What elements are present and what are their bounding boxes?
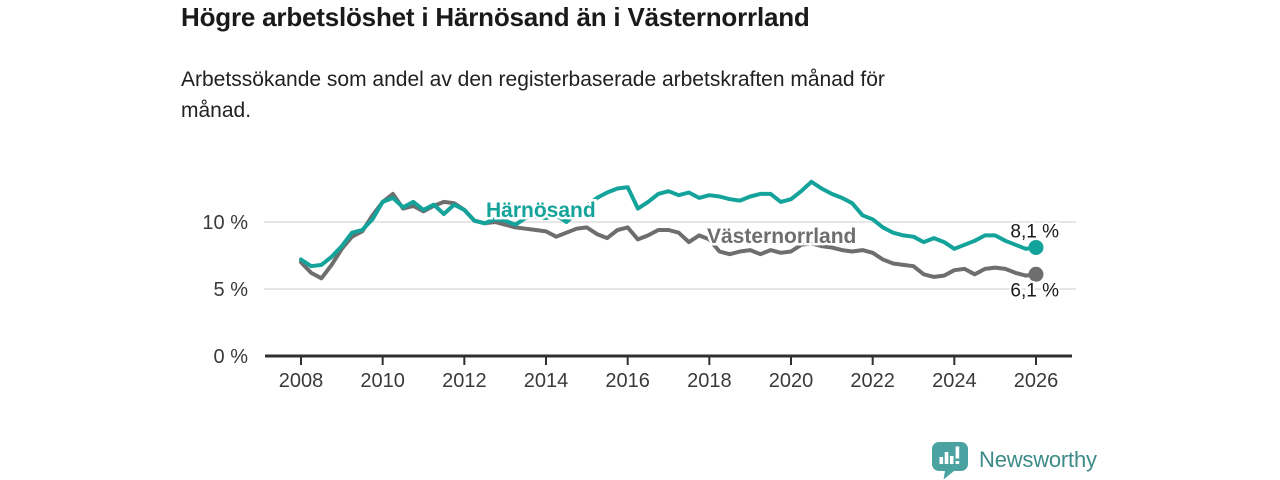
y-tick-label: 5 % — [214, 279, 249, 301]
x-tick-label: 2016 — [605, 370, 650, 392]
x-tick-label: 2014 — [524, 370, 569, 392]
chart-subtitle: Arbetssökande som andel av den registerb… — [181, 64, 885, 126]
series-end-dot-härnösand — [1028, 239, 1044, 255]
series-label-härnösand: Härnösand — [486, 199, 596, 222]
series-end-value-västernorrland: 6,1 % — [1010, 280, 1059, 301]
logo-bars — [939, 446, 960, 464]
x-tick-label: 2010 — [360, 370, 405, 392]
newsworthy-logo-icon — [932, 442, 968, 479]
x-tick-label: 2026 — [1014, 370, 1059, 392]
series-end-dot-västernorrland — [1028, 266, 1044, 282]
y-tick-label: 0 % — [214, 346, 249, 368]
x-tick-label: 2024 — [932, 370, 977, 392]
chart-subtitle-line1: Arbetssökande som andel av den registerb… — [181, 68, 885, 91]
brand-footer: Newsworthy — [931, 441, 1097, 479]
series-label-västernorrland: Västernorrland — [707, 225, 856, 248]
x-tick-label: 2018 — [687, 370, 732, 392]
x-tick-label: 2008 — [279, 370, 324, 392]
series-line-härnösand — [299, 179, 1038, 269]
chart-subtitle-line2: månad. — [181, 99, 252, 122]
y-tick-label: 10 % — [202, 212, 248, 234]
x-tick-label: 2020 — [769, 370, 814, 392]
chart-title: Högre arbetslöshet i Härnösand än i Väst… — [181, 2, 810, 32]
x-tick-label: 2022 — [850, 370, 895, 392]
series-line-västernorrland — [299, 191, 1038, 281]
series-end-value-härnösand: 8,1 % — [1010, 221, 1059, 242]
x-tick-label: 2012 — [442, 370, 487, 392]
brand-name: Newsworthy — [979, 447, 1097, 472]
